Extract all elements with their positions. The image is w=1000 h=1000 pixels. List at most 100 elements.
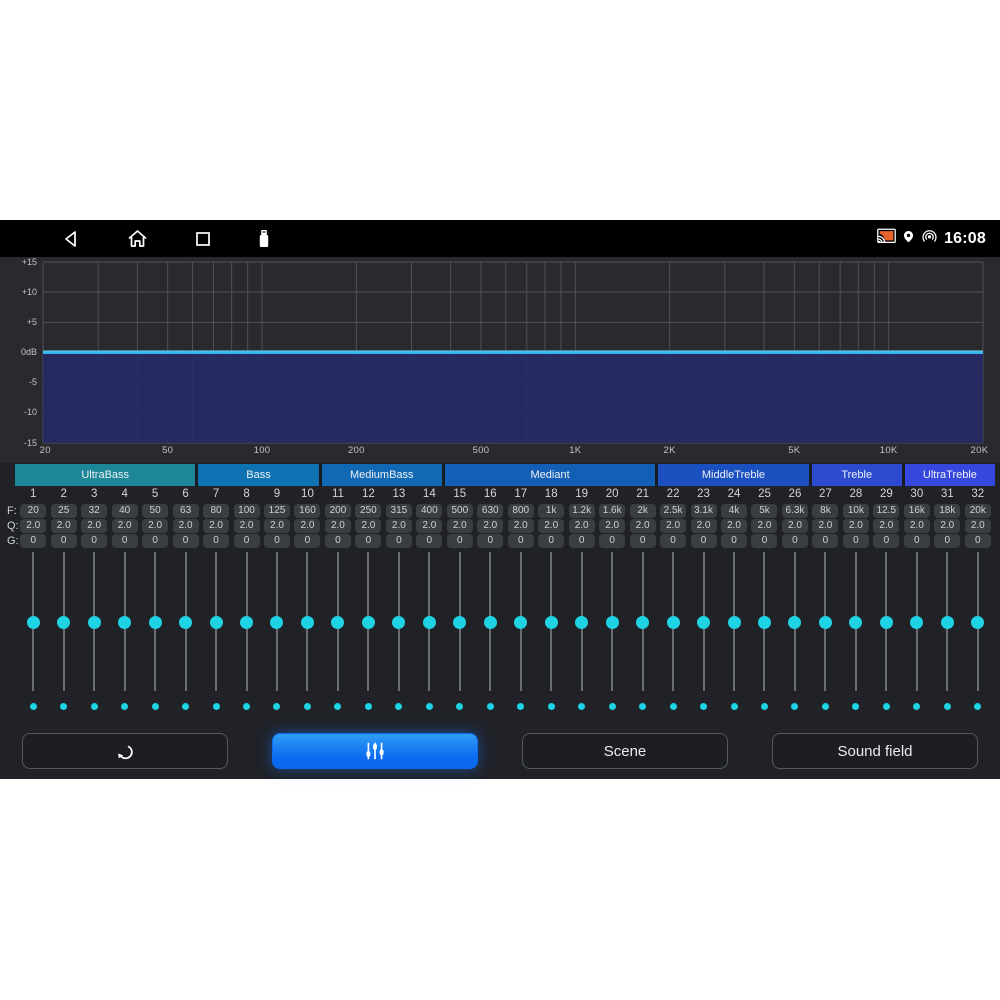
slider-knob[interactable]: [910, 615, 924, 629]
scene-button[interactable]: Scene: [522, 733, 728, 769]
slider-knob[interactable]: [209, 615, 223, 629]
slider-knob[interactable]: [575, 615, 589, 629]
slider-knob[interactable]: [179, 615, 193, 629]
channel-dot[interactable]: [121, 702, 129, 710]
channel-dot[interactable]: [669, 702, 677, 710]
gain-slider[interactable]: [353, 551, 383, 693]
gain-slider[interactable]: [902, 551, 932, 693]
gain-slider[interactable]: [109, 551, 139, 693]
slider-knob[interactable]: [270, 615, 284, 629]
channel-dot[interactable]: [517, 702, 525, 710]
slider-knob[interactable]: [514, 615, 528, 629]
gain-slider[interactable]: [475, 551, 505, 693]
gain-slider[interactable]: [140, 551, 170, 693]
slider-knob[interactable]: [240, 615, 254, 629]
gain-slider[interactable]: [201, 551, 231, 693]
slider-knob[interactable]: [87, 615, 101, 629]
slider-knob[interactable]: [483, 615, 497, 629]
channel-dot[interactable]: [852, 702, 860, 710]
slider-knob[interactable]: [26, 615, 40, 629]
slider-knob[interactable]: [697, 615, 711, 629]
reset-button[interactable]: [22, 733, 228, 769]
channel-dot[interactable]: [90, 702, 98, 710]
gain-slider[interactable]: [536, 551, 566, 693]
channel-dot[interactable]: [913, 702, 921, 710]
gain-slider[interactable]: [719, 551, 749, 693]
slider-knob[interactable]: [971, 615, 985, 629]
slider-knob[interactable]: [940, 615, 954, 629]
gain-slider[interactable]: [170, 551, 200, 693]
channel-dot[interactable]: [395, 702, 403, 710]
channel-dot[interactable]: [639, 702, 647, 710]
channel-dot[interactable]: [364, 702, 372, 710]
slider-knob[interactable]: [118, 615, 132, 629]
slider-knob[interactable]: [148, 615, 162, 629]
gain-slider[interactable]: [749, 551, 779, 693]
slider-knob[interactable]: [422, 615, 436, 629]
gain-slider[interactable]: [963, 551, 993, 693]
slider-knob[interactable]: [605, 615, 619, 629]
channel-dot[interactable]: [486, 702, 494, 710]
channel-dot[interactable]: [182, 702, 190, 710]
channel-dot[interactable]: [943, 702, 951, 710]
slider-knob[interactable]: [879, 615, 893, 629]
gain-slider[interactable]: [658, 551, 688, 693]
slider-knob[interactable]: [453, 615, 467, 629]
gain-slider[interactable]: [871, 551, 901, 693]
slider-knob[interactable]: [757, 615, 771, 629]
slider-knob[interactable]: [331, 615, 345, 629]
channel-dot[interactable]: [547, 702, 555, 710]
gain-slider[interactable]: [506, 551, 536, 693]
equalizer-button[interactable]: [272, 733, 478, 769]
channel-dot[interactable]: [608, 702, 616, 710]
slider-knob[interactable]: [392, 615, 406, 629]
channel-dot[interactable]: [578, 702, 586, 710]
gain-slider[interactable]: [384, 551, 414, 693]
channel-dot[interactable]: [760, 702, 768, 710]
gain-slider[interactable]: [262, 551, 292, 693]
gain-slider[interactable]: [79, 551, 109, 693]
slider-knob[interactable]: [788, 615, 802, 629]
back-icon[interactable]: [62, 230, 80, 248]
gain-slider[interactable]: [810, 551, 840, 693]
gain-slider[interactable]: [932, 551, 962, 693]
channel-dot[interactable]: [700, 702, 708, 710]
home-icon[interactable]: [127, 229, 148, 248]
channel-dot[interactable]: [730, 702, 738, 710]
gain-slider[interactable]: [841, 551, 871, 693]
gain-slider[interactable]: [445, 551, 475, 693]
gain-slider[interactable]: [231, 551, 261, 693]
sound-field-button[interactable]: Sound field: [772, 733, 978, 769]
gain-slider[interactable]: [414, 551, 444, 693]
channel-dot[interactable]: [425, 702, 433, 710]
gain-slider[interactable]: [292, 551, 322, 693]
channel-dot[interactable]: [821, 702, 829, 710]
channel-dot[interactable]: [60, 702, 68, 710]
channel-dot[interactable]: [29, 702, 37, 710]
slider-knob[interactable]: [666, 615, 680, 629]
channel-dot[interactable]: [151, 702, 159, 710]
channel-dot[interactable]: [882, 702, 890, 710]
channel-dot[interactable]: [334, 702, 342, 710]
slider-knob[interactable]: [727, 615, 741, 629]
recents-icon[interactable]: [195, 231, 211, 247]
gain-slider[interactable]: [688, 551, 718, 693]
slider-knob[interactable]: [361, 615, 375, 629]
gain-slider[interactable]: [627, 551, 657, 693]
gain-slider[interactable]: [48, 551, 78, 693]
slider-knob[interactable]: [57, 615, 71, 629]
channel-dot[interactable]: [243, 702, 251, 710]
channel-dot[interactable]: [791, 702, 799, 710]
slider-knob[interactable]: [544, 615, 558, 629]
gain-slider[interactable]: [566, 551, 596, 693]
channel-dot[interactable]: [456, 702, 464, 710]
channel-dot[interactable]: [212, 702, 220, 710]
channel-dot[interactable]: [273, 702, 281, 710]
slider-knob[interactable]: [300, 615, 314, 629]
slider-knob[interactable]: [849, 615, 863, 629]
gain-slider[interactable]: [323, 551, 353, 693]
channel-dot[interactable]: [303, 702, 311, 710]
gain-slider[interactable]: [780, 551, 810, 693]
gain-slider[interactable]: [597, 551, 627, 693]
channel-dot[interactable]: [974, 702, 982, 710]
